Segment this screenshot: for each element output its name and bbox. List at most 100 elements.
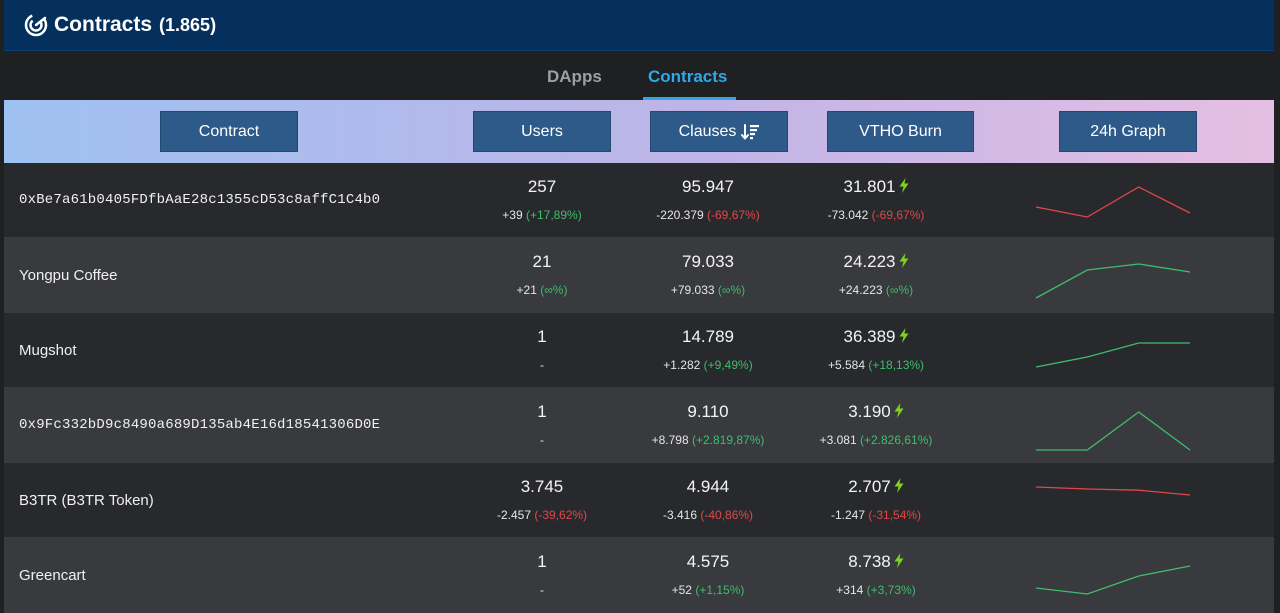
vtho-change: -73.042 (-69,67%) [776,208,976,222]
users-value-wrap: 257 [442,177,642,197]
vtho-bolt-icon [899,253,909,273]
clauses-percent-change: (+1,15%) [695,583,745,597]
users-percent-change: (-39,62%) [534,508,588,522]
users-percent-change: (∞%) [540,283,568,297]
users-cell: 257 +39 (+17,89%) [442,163,642,237]
vtho-bolt-icon [899,178,909,198]
users-cell: 1- [442,538,642,612]
users-delta: - [540,358,544,372]
vtho-bolt-icon [894,478,904,498]
vtho-value-wrap: 3.190 [776,402,976,423]
graph-24h-button[interactable]: 24h Graph [1059,111,1197,152]
clauses-percent-change: (-40,86%) [700,508,754,522]
table-row[interactable]: B3TR (B3TR Token) 3.745 -2.457 (-39,62%) 4.… [4,463,1274,538]
vtho-delta: +5.584 [827,358,865,372]
clauses-value: 4.944 [686,477,730,496]
contract-name[interactable]: Yongpu Coffee [19,266,118,284]
vtho-percent-change: (∞%) [885,283,914,297]
users-change: - [442,433,642,447]
users-value: 21 [532,252,552,271]
sparkline-line [1036,411,1191,451]
graph-24h-label: 24h Graph [1090,122,1166,140]
clauses-cell: 4.944 -3.416 (-40,86%) [608,463,808,537]
users-delta: - [540,433,544,447]
clauses-value-wrap: 9.110 [608,402,808,422]
page-title: Contracts [54,13,153,36]
clauses-percent-change: (∞%) [717,283,746,297]
tab-bar: DApps Contracts [4,51,1274,100]
tab-dapps[interactable]: DApps [547,67,602,86]
vtho-bolt-icon [899,328,909,348]
vtho-percent-change: (-69,67%) [871,208,925,222]
vtho-value: 3.190 [848,402,891,421]
users-value-wrap: 1 [442,402,642,422]
vtho-delta: +314 [836,583,864,597]
vtho-cell: 31.801 -73.042 (-69,67%) [776,163,976,237]
users-value: 257 [527,177,557,196]
vtho-change: +5.584 (+18,13%) [776,358,976,372]
vtho-delta: +24.223 [838,283,883,297]
vtho-value: 24.223 [843,252,896,271]
clauses-delta: +1.282 [663,358,701,372]
vtho-change: +24.223 (∞%) [776,283,976,297]
sort-users-button[interactable]: Users [473,111,611,152]
vtho-change: +3.081 (+2.826,61%) [776,433,976,447]
clauses-percent-change: (+2.819,87%) [692,433,765,447]
users-cell: 1- [442,388,642,462]
clauses-delta: +52 [671,583,692,597]
clauses-value-wrap: 4.575 [608,552,808,572]
users-change: +21 (∞%) [442,283,642,297]
clauses-cell: 4.575 +52 (+1,15%) [608,538,808,612]
page-header: Contracts (1.865) [4,0,1274,51]
sort-vtho-burn-button[interactable]: VTHO Burn [827,111,974,152]
vtho-cell: 2.707 -1.247 (-31,54%) [776,463,976,537]
contract-name[interactable]: B3TR (B3TR Token) [19,491,154,509]
clauses-value-wrap: 95.947 [608,177,808,197]
users-cell: 3.745 -2.457 (-39,62%) [442,463,642,537]
users-change: -2.457 (-39,62%) [442,508,642,522]
sparkline-line [1035,486,1191,496]
clauses-cell: 79.033 +79.033 (∞%) [608,238,808,312]
contract-name[interactable]: Greencart [19,566,86,584]
clauses-change: +79.033 (∞%) [608,283,808,297]
sort-descending-icon [741,123,760,140]
contract-name[interactable]: Mugshot [19,341,77,359]
vtho-delta: +3.081 [819,433,857,447]
vtho-cell: 36.389 +5.584 (+18,13%) [776,313,976,387]
sort-users-label: Users [521,122,563,140]
tab-contracts[interactable]: Contracts [648,67,728,86]
clauses-delta: +8.798 [651,433,689,447]
sort-clauses-label: Clauses [678,122,737,140]
users-value-wrap: 1 [442,327,642,347]
clauses-cell: 95.947 -220.379 (-69,67%) [608,163,808,237]
sort-clauses-button[interactable]: Clauses [650,111,788,152]
contract-name[interactable]: 0xBe7a61b0405FDfbAaE28c1355cD53c8affC1C4… [19,192,381,208]
sparkline-24h [1035,263,1191,299]
vtho-value-wrap: 2.707 [776,477,976,498]
clauses-delta: -3.416 [662,508,697,522]
table-row[interactable]: Mugshot 1-14.789 +1.282 (+9,49%) 36.389 +5.5… [4,313,1274,388]
table-row[interactable]: 0xBe7a61b0405FDfbAaE28c1355cD53c8affC1C4… [4,163,1274,238]
table-row[interactable]: Greencart 1-4.575 +52 (+1,15%) 8.738 +314 (+… [4,538,1274,613]
vtho-value: 36.389 [843,327,896,346]
contract-name[interactable]: 0x9Fc332bD9c8490a689D135ab4E16d18541306D… [19,417,381,433]
sort-contract-button[interactable]: Contract [160,111,298,152]
clauses-delta: -220.379 [656,208,704,222]
users-value-wrap: 21 [442,252,642,272]
vtho-value-wrap: 24.223 [776,252,976,273]
vtho-percent-change: (+2.826,61%) [860,433,933,447]
table-row[interactable]: Yongpu Coffee 21 +21 (∞%) 79.033 +79.033 (∞%… [4,238,1274,313]
users-cell: 1- [442,313,642,387]
vtho-bolt-icon [894,553,904,573]
users-change: - [442,583,642,597]
users-value: 1 [537,402,547,421]
clauses-percent-change: (+9,49%) [703,358,753,372]
sort-contract-label: Contract [198,122,260,140]
table-row[interactable]: 0x9Fc332bD9c8490a689D135ab4E16d18541306D… [4,388,1274,463]
users-percent-change: (+17,89%) [526,208,582,222]
vtho-cell: 3.190 +3.081 (+2.826,61%) [776,388,976,462]
sparkline-line [1035,263,1191,299]
vtho-percent-change: (-31,54%) [868,508,922,522]
vtho-cell: 8.738 +314 (+3,73%) [776,538,976,612]
users-delta: - [540,583,544,597]
